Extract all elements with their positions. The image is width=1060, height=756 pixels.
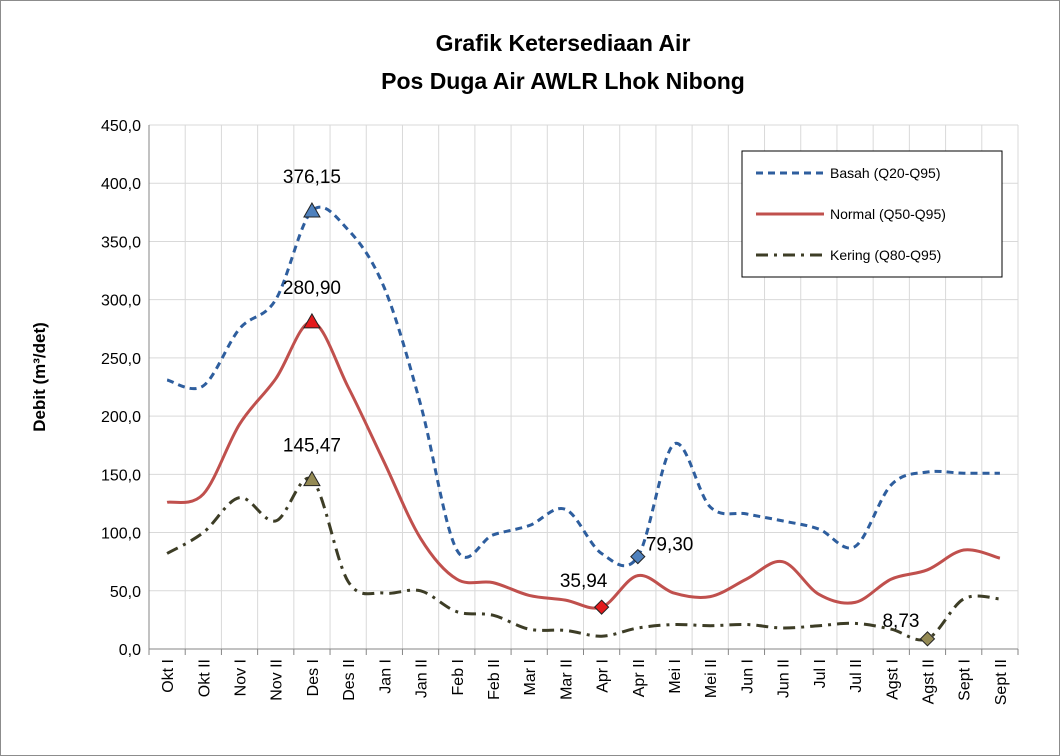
y-tick-label: 200,0: [101, 409, 141, 426]
x-tick-label: Sept II: [993, 659, 1010, 705]
gridlines: [148, 124, 1019, 650]
x-tick-label: Des II: [341, 659, 358, 701]
annotated-marker: [303, 312, 321, 329]
x-tick-label: Okt I: [160, 659, 177, 693]
y-tick-label: 250,0: [101, 351, 141, 368]
data-point: [672, 623, 676, 627]
data-label: 8,73: [882, 611, 919, 632]
data-label: 145,47: [283, 436, 341, 457]
x-tick-label: Mei I: [667, 659, 684, 694]
y-tick-label: 400,0: [101, 176, 141, 193]
x-tick-label: Jan II: [414, 659, 431, 698]
x-tick-label: Apr II: [631, 659, 648, 697]
legend-label: Basah (Q20-Q95): [830, 165, 941, 181]
y-tick-label: 50,0: [110, 584, 141, 601]
x-tick-label: Feb II: [486, 659, 503, 700]
legend-label: Normal (Q50-Q95): [830, 206, 946, 222]
chart-subtitle: Pos Duga Air AWLR Lhok Nibong: [381, 68, 745, 94]
x-tick-label: Sept I: [957, 659, 974, 701]
x-tick-label: Mar II: [558, 659, 575, 700]
annotated-marker: [303, 201, 321, 218]
series-line-0: [166, 205, 1000, 568]
y-tick-label: 300,0: [101, 293, 141, 310]
data-label: 35,94: [560, 571, 608, 592]
data-label: 79,30: [646, 535, 694, 556]
x-tick-label: Okt II: [196, 659, 213, 697]
x-tick-label: Nov II: [269, 659, 286, 701]
y-tick-label: 100,0: [101, 526, 141, 543]
y-axis-label: Debit (m³/det): [30, 322, 49, 432]
annotated-marker: [919, 631, 936, 647]
annotated-marker: [593, 599, 610, 615]
x-tick-label: Jan I: [377, 659, 394, 694]
x-tick-label: Des I: [305, 659, 322, 696]
x-tick-label: Mar I: [522, 659, 539, 695]
x-tick-label: Jun I: [739, 659, 756, 694]
x-tick-label: Apr I: [595, 659, 612, 693]
axes: 0,0 50,0 100,0 150,0 200,0 250,0 300,0 350,0 400…: [101, 118, 1019, 705]
x-tick-label: Agst II: [920, 659, 937, 704]
x-tick-label: Jun II: [776, 659, 793, 698]
legend: Basah (Q20-Q95) Normal (Q50-Q95) Kering (Q…: [741, 150, 1003, 278]
y-tick-label: 450,0: [101, 118, 141, 135]
data-label: 376,15: [283, 167, 341, 188]
data-point: [636, 626, 640, 630]
x-tick-label: Nov I: [233, 659, 250, 696]
data-markers: 376,15 79,30 280,90 35,94 145,47 8,73: [283, 167, 936, 647]
x-tick-label: Agst I: [884, 659, 901, 700]
x-tick-label: Jul II: [848, 659, 865, 693]
annotated-marker: [303, 470, 321, 487]
x-tick-label: Feb I: [450, 659, 467, 695]
y-tick-label: 0,0: [119, 642, 141, 659]
annotated-marker: [630, 548, 646, 565]
x-tick-label: Mei II: [703, 659, 720, 698]
legend-label: Kering (Q80-Q95): [830, 247, 941, 263]
data-point: [563, 628, 567, 632]
y-tick-label: 150,0: [101, 467, 141, 484]
data-label: 280,90: [283, 278, 341, 299]
x-tick-label: Jul I: [812, 659, 829, 688]
y-tick-label: 350,0: [101, 234, 141, 251]
chart-title: Grafik Ketersediaan Air: [436, 30, 691, 56]
